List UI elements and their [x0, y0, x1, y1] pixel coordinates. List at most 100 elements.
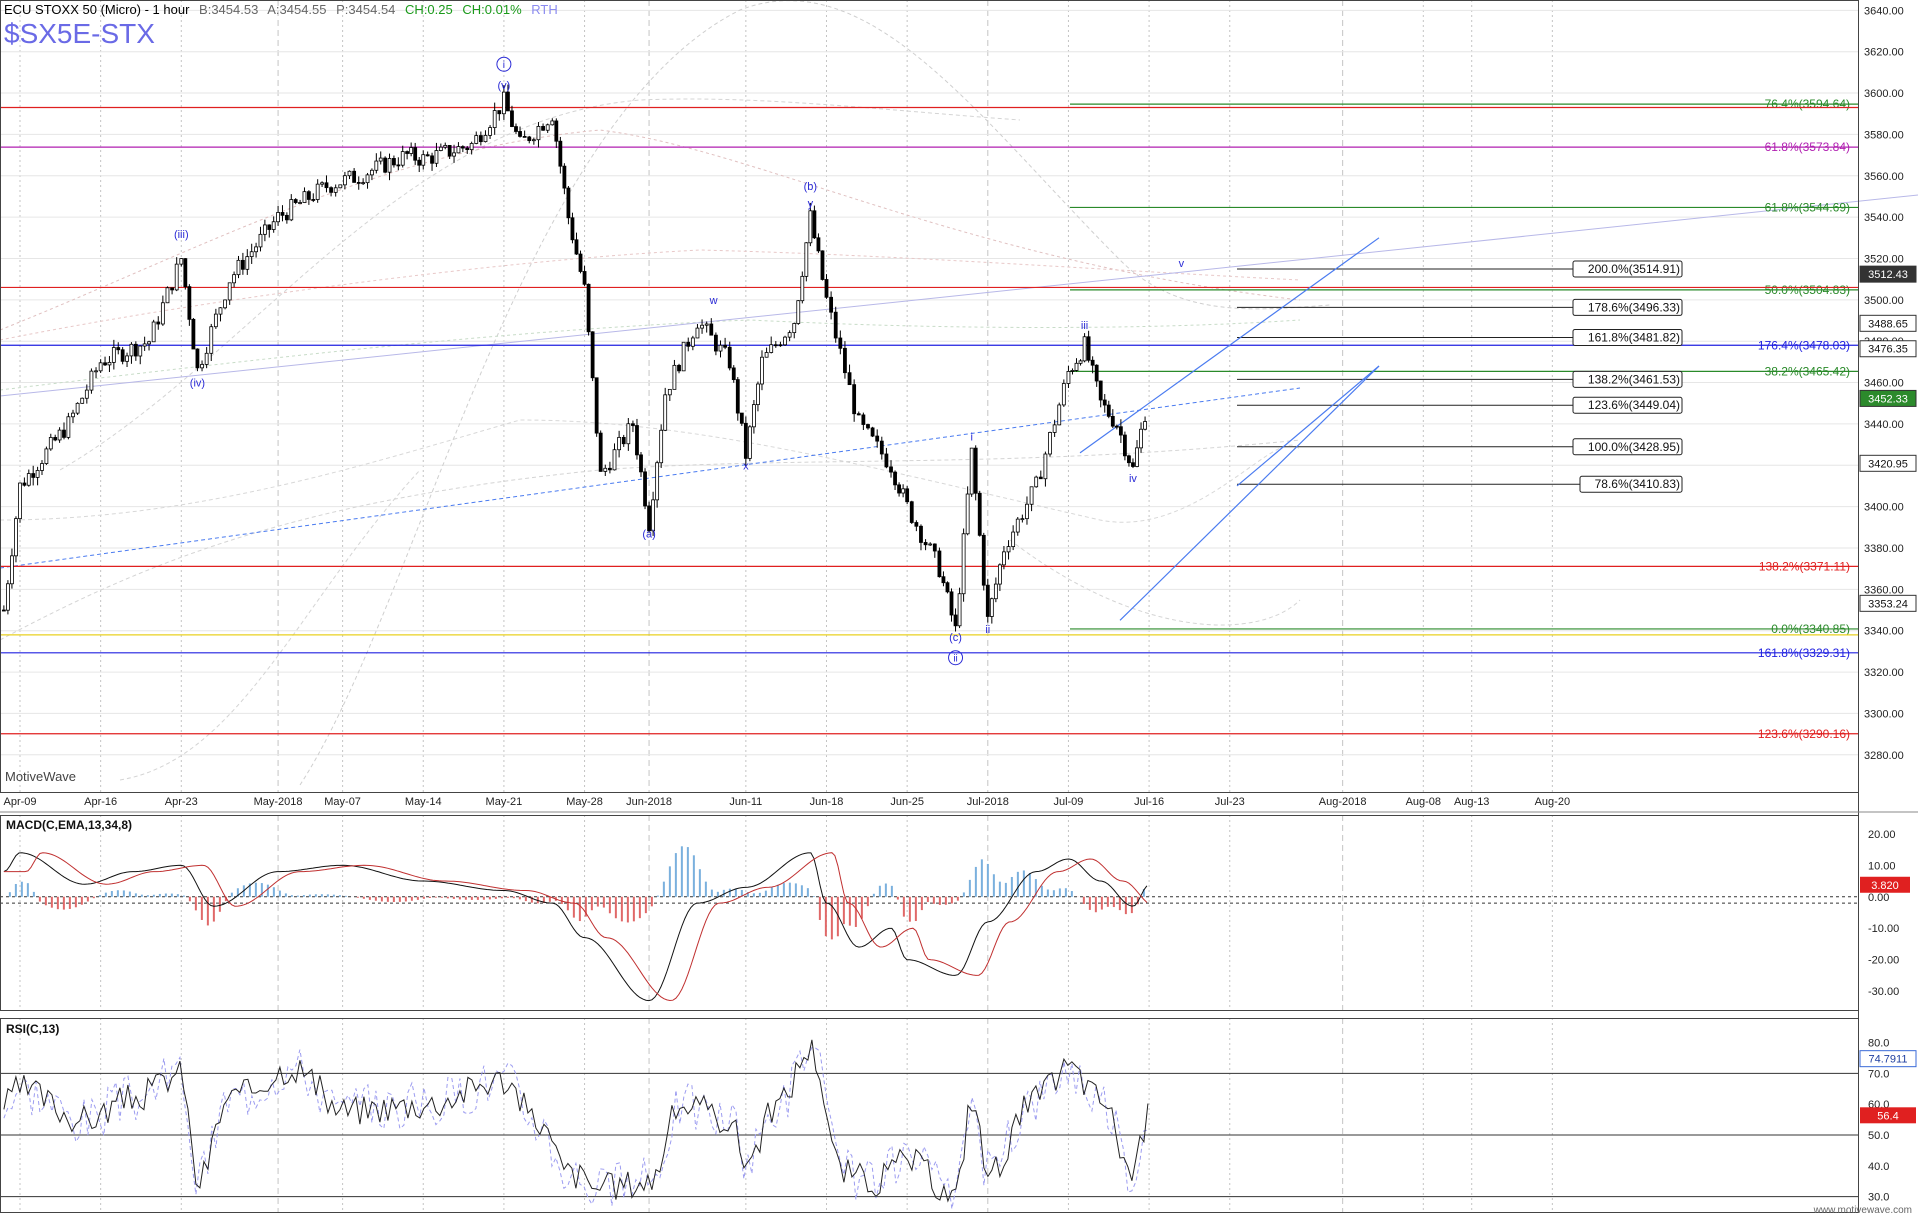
macd-histogram-bar: [332, 894, 335, 897]
candle-body: [914, 522, 919, 527]
wave-label: y: [808, 198, 814, 210]
svg-text:3488.65: 3488.65: [1868, 318, 1908, 330]
candle-body: [443, 145, 448, 148]
candle-body: [174, 263, 179, 291]
macd-histogram-bar: [656, 895, 659, 897]
macd-histogram-bar: [1052, 890, 1055, 897]
bid-value: B:3454.53: [199, 2, 259, 17]
macd-histogram-bar: [410, 896, 413, 901]
candle-body: [280, 212, 285, 216]
macd-histogram-bar: [944, 896, 947, 905]
macd-histogram-bar: [206, 896, 209, 926]
macd-histogram-bar: [194, 896, 197, 911]
channel-upper: [1079, 237, 1380, 454]
macd-histogram-bar: [1088, 896, 1091, 910]
candle-body: [626, 423, 631, 445]
candle-body: [378, 157, 383, 162]
x-tick-label: May-2018: [254, 796, 303, 808]
macd-histogram-bar: [218, 896, 221, 912]
macd-histogram-bar: [1004, 882, 1007, 897]
macd-histogram-bar: [380, 896, 383, 902]
macd-histogram-bar: [662, 881, 665, 897]
signal-line: [3, 852, 1148, 1002]
macd-histogram-bar: [386, 896, 389, 902]
candle-body: [1020, 518, 1025, 521]
macd-histogram-bar: [290, 895, 293, 897]
candle-body: [1006, 546, 1011, 553]
candle-body: [1025, 503, 1029, 520]
x-tick-label: Jul-16: [1134, 796, 1164, 808]
candle-body: [783, 336, 787, 346]
projection-label: 161.8%(3481.82): [1588, 330, 1680, 344]
macd-histogram-bar: [974, 866, 977, 897]
candle-body: [603, 467, 608, 472]
y-tick-label: 3340.00: [1864, 626, 1904, 638]
session-badge[interactable]: RTH: [531, 2, 558, 17]
candle-body: [179, 258, 184, 265]
candle-body: [249, 251, 254, 258]
macd-histogram-bar: [38, 896, 41, 902]
y-tick-label: 3320.00: [1864, 667, 1904, 679]
candle-body: [659, 429, 664, 464]
candle-body: [125, 355, 129, 362]
macd-histogram-bar: [248, 883, 251, 897]
macd-histogram-bar: [1082, 896, 1085, 904]
candle-body: [271, 221, 276, 230]
macd-histogram-bar: [1112, 896, 1115, 908]
candle-body: [409, 147, 414, 154]
candle-body: [160, 302, 165, 325]
brand-label: MotiveWave: [5, 769, 77, 784]
candle-body: [18, 482, 22, 520]
candle-body: [170, 287, 174, 291]
candle-body: [31, 473, 36, 478]
y-tick-label: 3440.00: [1864, 419, 1904, 431]
wave-label: v: [1179, 258, 1185, 270]
svg-text:3452.33: 3452.33: [1868, 393, 1908, 405]
svg-text:3476.35: 3476.35: [1868, 344, 1908, 356]
macd-histogram-bar: [962, 892, 965, 897]
macd-histogram-bar: [1106, 896, 1109, 907]
projection-label: 78.6%(3410.83): [1595, 477, 1680, 491]
candle-body: [1106, 404, 1111, 417]
macd-histogram-bar: [446, 896, 449, 899]
candle-body: [293, 199, 298, 203]
candle-body: [937, 550, 942, 578]
candle-body: [727, 346, 732, 369]
candle-body: [483, 134, 488, 143]
macd-histogram-bar: [470, 896, 473, 900]
macd-histogram-bar: [104, 892, 107, 897]
y-tick-label: 3620.00: [1864, 47, 1904, 59]
macd-histogram-bar: [776, 884, 779, 897]
candle-body: [1102, 399, 1107, 406]
candle-body: [977, 492, 982, 536]
candle-body: [578, 253, 583, 272]
candle-body: [527, 136, 532, 142]
macd-histogram-bar: [1064, 888, 1067, 897]
macd-tick-label: 0.00: [1868, 892, 1889, 904]
macd-histogram-bar: [686, 847, 689, 897]
macd-histogram-bar: [740, 889, 743, 897]
candle-body: [10, 555, 14, 585]
candle-body: [586, 283, 591, 333]
macd-histogram-bar: [1022, 870, 1025, 897]
candle-body: [558, 140, 563, 167]
macd-histogram-bar: [908, 896, 911, 922]
macd-histogram-bar: [1130, 896, 1133, 914]
macd-histogram-bar: [50, 896, 53, 908]
candle-body: [731, 367, 736, 381]
candle-body: [400, 151, 405, 166]
candle-body: [120, 349, 125, 362]
macd-histogram-bar: [572, 896, 575, 918]
macd-histogram-bar: [734, 888, 737, 897]
macd-histogram-bar: [614, 896, 617, 919]
macd-histogram-bar: [440, 896, 443, 898]
macd-histogram-bar: [890, 885, 893, 897]
fib-level-label: 161.8%(3329.31): [1758, 646, 1850, 660]
candle-body: [866, 424, 870, 429]
candle-body: [953, 614, 958, 627]
x-tick-label: May-28: [566, 796, 603, 808]
macd-histogram-bar: [914, 896, 917, 922]
candle-body: [856, 413, 861, 416]
candle-body: [1052, 424, 1057, 433]
